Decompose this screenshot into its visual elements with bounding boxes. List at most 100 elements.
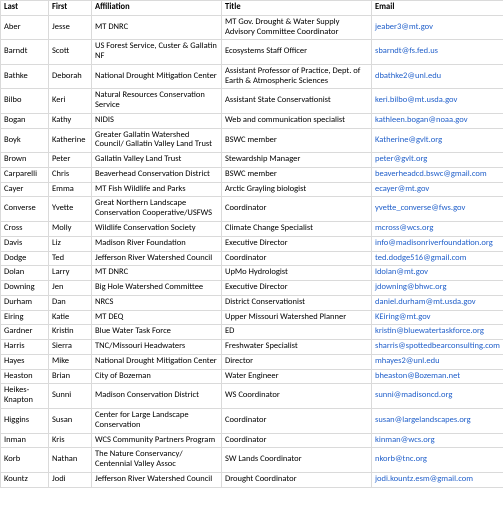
email-link[interactable]: sunni@madisoncd.org bbox=[375, 390, 452, 400]
cell-affiliation: Beaverhead Conservation District bbox=[92, 167, 222, 182]
cell-last: Eiring bbox=[1, 310, 49, 325]
table-row: AberJesseMT DNRCMT Gov. Drought & Water … bbox=[1, 15, 503, 40]
cell-affiliation: US Forest Service, Custer & Gallatin NF bbox=[92, 40, 222, 65]
email-link[interactable]: mhayes2@unl.edu bbox=[375, 356, 440, 366]
table-row: KorbNathanThe Nature Conservancy/ Centen… bbox=[1, 448, 503, 473]
cell-title: Freshwater Specialist bbox=[222, 340, 372, 355]
cell-last: Gardner bbox=[1, 325, 49, 340]
email-link[interactable]: keri.bilbo@mt.usda.gov bbox=[375, 95, 457, 105]
table-row: BathkeDeborahNational Drought Mitigation… bbox=[1, 64, 503, 89]
cell-last: Kountz bbox=[1, 472, 49, 487]
cell-title: District Conservationist bbox=[222, 295, 372, 310]
table-row: EiringKatieMT DEQUpper Missouri Watershe… bbox=[1, 310, 503, 325]
cell-email: ecayer@mt.gov bbox=[372, 182, 503, 197]
cell-title: BSWC member bbox=[222, 128, 372, 153]
cell-affiliation: National Drought Mitigation Center bbox=[92, 64, 222, 89]
table-row: BarndtScottUS Forest Service, Custer & G… bbox=[1, 40, 503, 65]
cell-last: Dodge bbox=[1, 251, 49, 266]
cell-last: Heaston bbox=[1, 369, 49, 384]
email-link[interactable]: sbarndt@fs.fed.us bbox=[375, 46, 438, 56]
cell-first: Kristin bbox=[49, 325, 92, 340]
cell-first: Yvette bbox=[49, 197, 92, 222]
col-last: Last bbox=[1, 1, 49, 16]
email-link[interactable]: beaverheadcd.bswc@gmail.com bbox=[375, 169, 487, 179]
email-link[interactable]: ldolan@mt.gov bbox=[375, 267, 428, 277]
cell-title: SW Lands Coordinator bbox=[222, 448, 372, 473]
table-row: DowningJenBig Hole Watershed CommitteeEx… bbox=[1, 281, 503, 296]
email-link[interactable]: Katherine@gvlt.org bbox=[375, 135, 442, 145]
cell-email: Katherine@gvlt.org bbox=[372, 128, 503, 153]
cell-email: mhayes2@unl.edu bbox=[372, 354, 503, 369]
cell-title: BSWC member bbox=[222, 167, 372, 182]
email-link[interactable]: KEiring@mt.gov bbox=[375, 312, 431, 322]
cell-title: Upper Missouri Watershed Planner bbox=[222, 310, 372, 325]
cell-first: Keri bbox=[49, 89, 92, 114]
email-link[interactable]: kinman@wcs.org bbox=[375, 435, 435, 445]
email-link[interactable]: dbathke2@unl.edu bbox=[375, 71, 441, 81]
cell-first: Katherine bbox=[49, 128, 92, 153]
cell-email: jeaber3@mt.gov bbox=[372, 15, 503, 40]
cell-affiliation: Center for Large Landscape Conservation bbox=[92, 408, 222, 433]
cell-last: Bilbo bbox=[1, 89, 49, 114]
email-link[interactable]: daniel.durham@mt.usda.gov bbox=[375, 297, 476, 307]
cell-last: Inman bbox=[1, 433, 49, 448]
email-link[interactable]: sharris@spottedbearconsulting.com bbox=[375, 341, 500, 351]
cell-affiliation: Great Northern Landscape Conservation Co… bbox=[92, 197, 222, 222]
cell-email: KEiring@mt.gov bbox=[372, 310, 503, 325]
cell-email: ted.dodge516@gmail.com bbox=[372, 251, 503, 266]
cell-affiliation: Blue Water Task Force bbox=[92, 325, 222, 340]
email-link[interactable]: jeaber3@mt.gov bbox=[375, 22, 433, 32]
cell-affiliation: MT DNRC bbox=[92, 266, 222, 281]
cell-email: sharris@spottedbearconsulting.com bbox=[372, 340, 503, 355]
cell-last: Barndt bbox=[1, 40, 49, 65]
email-link[interactable]: bheaston@Bozeman.net bbox=[375, 371, 460, 381]
email-link[interactable]: kathleen.bogan@noaa.gov bbox=[375, 115, 468, 125]
cell-email: ldolan@mt.gov bbox=[372, 266, 503, 281]
cell-title: Coordinator bbox=[222, 251, 372, 266]
email-link[interactable]: info@madisonriverfoundation.org bbox=[375, 238, 493, 248]
contacts-table: Last First Affiliation Title Email AberJ… bbox=[0, 0, 503, 488]
email-link[interactable]: kristin@bluewatertaskforce.org bbox=[375, 326, 484, 336]
email-link[interactable]: mcross@wcs.org bbox=[375, 223, 433, 233]
col-email: Email bbox=[372, 1, 503, 16]
email-link[interactable]: jodi.kountz.esm@gmail.com bbox=[375, 474, 473, 484]
email-link[interactable]: ted.dodge516@gmail.com bbox=[375, 253, 466, 263]
cell-first: Ted bbox=[49, 251, 92, 266]
table-row: BoykKatherineGreater Gallatin Watershed … bbox=[1, 128, 503, 153]
cell-last: Cayer bbox=[1, 182, 49, 197]
cell-last: Carparelli bbox=[1, 167, 49, 182]
cell-title: Arctic Grayling biologist bbox=[222, 182, 372, 197]
cell-title: Web and communication specialist bbox=[222, 113, 372, 128]
col-first: First bbox=[49, 1, 92, 16]
cell-affiliation: Jefferson River Watershed Council bbox=[92, 472, 222, 487]
email-link[interactable]: jdowning@bhwc.org bbox=[375, 282, 446, 292]
cell-affiliation: Jefferson River Watershed Council bbox=[92, 251, 222, 266]
table-row: DolanLarryMT DNRCUpMo Hydrologistldolan@… bbox=[1, 266, 503, 281]
email-link[interactable]: ecayer@mt.gov bbox=[375, 184, 429, 194]
cell-email: peter@gvlt.org bbox=[372, 153, 503, 168]
cell-affiliation: Big Hole Watershed Committee bbox=[92, 281, 222, 296]
cell-first: Sierra bbox=[49, 340, 92, 355]
cell-last: Dolan bbox=[1, 266, 49, 281]
email-link[interactable]: peter@gvlt.org bbox=[375, 154, 427, 164]
cell-last: Davis bbox=[1, 236, 49, 251]
email-link[interactable]: yvette_converse@fws.gov bbox=[375, 203, 465, 213]
cell-affiliation: The Nature Conservancy/ Centennial Valle… bbox=[92, 448, 222, 473]
table-row: BilboKeriNatural Resources Conservation … bbox=[1, 89, 503, 114]
cell-first: Jodi bbox=[49, 472, 92, 487]
email-link[interactable]: nkorb@tnc.org bbox=[375, 454, 427, 464]
cell-first: Kathy bbox=[49, 113, 92, 128]
table-row: KountzJodiJefferson River Watershed Coun… bbox=[1, 472, 503, 487]
cell-email: kristin@bluewatertaskforce.org bbox=[372, 325, 503, 340]
cell-email: kinman@wcs.org bbox=[372, 433, 503, 448]
cell-affiliation: Greater Gallatin Watershed Council/ Gall… bbox=[92, 128, 222, 153]
table-row: CayerEmmaMT Fish Wildlife and ParksArcti… bbox=[1, 182, 503, 197]
cell-first: Chris bbox=[49, 167, 92, 182]
email-link[interactable]: susan@largelandscapes.org bbox=[375, 415, 471, 425]
cell-title: Director bbox=[222, 354, 372, 369]
cell-first: Susan bbox=[49, 408, 92, 433]
cell-title: Assistant State Conservationist bbox=[222, 89, 372, 114]
cell-title: Stewardship Manager bbox=[222, 153, 372, 168]
cell-title: Climate Change Specialist bbox=[222, 222, 372, 237]
table-row: HarrisSierraTNC/Missouri HeadwatersFresh… bbox=[1, 340, 503, 355]
